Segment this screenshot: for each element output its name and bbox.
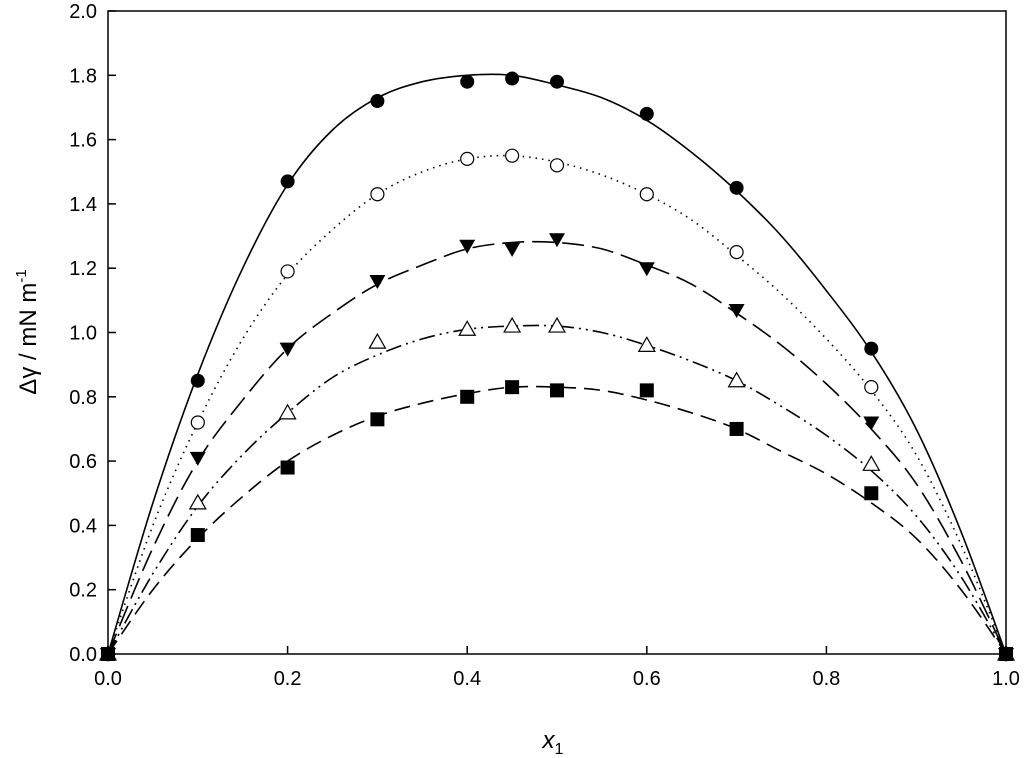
series-4-point-4 xyxy=(460,389,475,404)
x-tick-label-2: 0.4 xyxy=(453,668,481,690)
series-2-point-3 xyxy=(369,275,386,290)
x-tick-label-3: 0.6 xyxy=(633,668,661,690)
series-0-point-9 xyxy=(864,341,879,356)
series-0-point-2 xyxy=(280,174,295,189)
series-1-point-5 xyxy=(504,148,520,163)
data-markers xyxy=(98,71,1016,662)
series-2-point-4 xyxy=(459,239,476,254)
series-0-point-3 xyxy=(370,94,385,109)
series-4-point-8 xyxy=(729,421,744,436)
series-3-point-1 xyxy=(188,493,207,510)
series-0-point-7 xyxy=(639,106,654,121)
x-tick-label-5: 1.0 xyxy=(992,668,1020,690)
series-1-point-3 xyxy=(370,187,385,202)
x-tick-label-1: 0.2 xyxy=(274,668,302,690)
x-tick-label-0: 0.0 xyxy=(94,668,122,690)
x-axis-ticks: 0.0 0.2 0.4 0.6 0.8 1.0 xyxy=(94,646,1020,690)
series-3-point-4 xyxy=(458,320,477,336)
series-1-point-1 xyxy=(190,415,205,430)
y-tick-label-4: 0.8 xyxy=(69,387,97,409)
series-4-point-1 xyxy=(190,528,205,543)
series-4-point-6 xyxy=(550,383,564,398)
series-4-point-7 xyxy=(639,383,654,398)
series-3-point-7 xyxy=(637,336,656,352)
series-1-curve xyxy=(107,154,1007,655)
series-3-point-8 xyxy=(727,371,746,388)
series-2-point-9 xyxy=(863,416,880,431)
series-3-point-3 xyxy=(368,332,387,349)
series-2-point-8 xyxy=(728,303,745,318)
series-1-point-6 xyxy=(549,158,565,173)
series-1-point-4 xyxy=(460,151,475,166)
series-0-point-6 xyxy=(550,74,564,89)
series-2-point-5 xyxy=(504,242,521,257)
y-tick-label-3: 0.6 xyxy=(69,451,97,473)
series-3-point-5 xyxy=(503,316,522,333)
series-2-point-1 xyxy=(189,451,206,466)
series-3-point-9 xyxy=(862,455,881,471)
y-tick-label-10: 2.0 xyxy=(69,1,97,23)
y-tick-label-2: 0.4 xyxy=(69,515,97,537)
series-1-point-8 xyxy=(729,245,744,260)
y-tick-label-9: 1.8 xyxy=(69,65,97,87)
series-0-point-1 xyxy=(190,373,205,388)
series-0-point-5 xyxy=(505,71,520,86)
series-2-point-2 xyxy=(279,342,296,357)
y-tick-label-1: 0.2 xyxy=(69,580,97,602)
y-axis-title: Δγ / mN m-1 xyxy=(13,269,42,394)
series-3-point-2 xyxy=(278,403,297,420)
series-2-point-6 xyxy=(549,233,565,248)
series-3-point-6 xyxy=(547,316,567,333)
series-4-point-5 xyxy=(505,380,520,395)
series-2-curve xyxy=(107,240,1007,655)
x-tick-label-4: 0.8 xyxy=(812,668,840,690)
series-1-point-7 xyxy=(639,187,654,202)
series-0-point-4 xyxy=(460,74,475,89)
y-tick-label-5: 1.0 xyxy=(69,323,97,345)
series-2-point-7 xyxy=(638,262,655,277)
y-tick-label-6: 1.2 xyxy=(69,258,97,280)
series-4-point-3 xyxy=(370,412,385,427)
series-1-point-9 xyxy=(864,380,879,395)
x-axis-title: x1 xyxy=(542,727,564,758)
series-4-point-9 xyxy=(864,486,879,501)
series-4-point-2 xyxy=(280,460,295,475)
series-0-point-8 xyxy=(729,180,744,195)
y-axis-ticks: 0.0 0.2 0.4 0.6 0.8 1.0 1.2 1.4 1.6 1.8 2.0 xyxy=(69,1,116,666)
y-tick-label-8: 1.6 xyxy=(69,130,97,152)
series-1-point-2 xyxy=(280,264,295,279)
y-tick-label-0: 0.0 xyxy=(69,644,97,666)
y-tick-label-7: 1.4 xyxy=(69,194,97,216)
